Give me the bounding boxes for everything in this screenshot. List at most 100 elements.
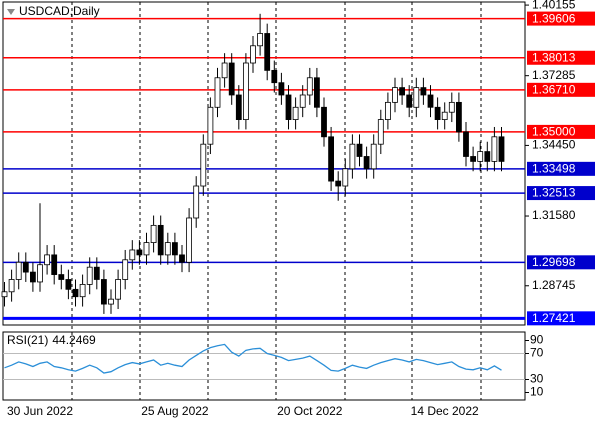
y-tick-label: 1.34450 bbox=[532, 138, 576, 152]
candle-body bbox=[335, 180, 342, 187]
candle-body bbox=[363, 156, 370, 170]
candle-body bbox=[207, 106, 214, 145]
y-tick-label: 1.31580 bbox=[532, 208, 576, 222]
candle-body bbox=[384, 101, 391, 120]
candle-body bbox=[455, 101, 462, 133]
candle-body bbox=[356, 143, 363, 157]
rsi-line bbox=[4, 343, 502, 374]
level-label-box bbox=[527, 50, 595, 65]
x-tick-label: 20 Oct 2022 bbox=[277, 404, 343, 418]
candle-body bbox=[299, 94, 306, 108]
candle-body bbox=[129, 249, 136, 261]
candle-body bbox=[214, 77, 221, 108]
candle-body bbox=[427, 94, 434, 108]
candle-body bbox=[86, 266, 93, 285]
candle-body bbox=[108, 298, 114, 305]
candle-body bbox=[463, 131, 469, 157]
candle-body bbox=[101, 279, 107, 305]
candle-body bbox=[221, 62, 228, 79]
candle-body bbox=[58, 274, 65, 280]
candle-body bbox=[306, 77, 313, 96]
candle-body bbox=[498, 136, 505, 162]
candle-body bbox=[370, 143, 377, 170]
candle-body bbox=[242, 62, 249, 120]
symbol-icon bbox=[7, 9, 15, 15]
candle-body bbox=[8, 279, 15, 293]
candle-body bbox=[115, 279, 121, 300]
level-label: 1.39606 bbox=[532, 11, 576, 25]
candle-body bbox=[292, 106, 299, 120]
candle-body bbox=[1, 291, 8, 298]
level-label: 1.32513 bbox=[532, 186, 576, 200]
candle-body bbox=[164, 242, 171, 256]
candle-body bbox=[271, 69, 278, 84]
candle-body bbox=[349, 143, 356, 170]
candle-body bbox=[441, 111, 448, 120]
candle-body bbox=[72, 288, 79, 298]
price-panel bbox=[2, 1, 526, 326]
candle-body bbox=[136, 249, 143, 256]
level-label-box bbox=[527, 11, 595, 26]
candle-body bbox=[79, 284, 86, 298]
candle-body bbox=[179, 254, 185, 263]
candle-body bbox=[22, 261, 29, 273]
candle-body bbox=[477, 151, 484, 162]
candle-body bbox=[171, 242, 178, 256]
candle-body bbox=[228, 62, 235, 96]
candle-body bbox=[392, 87, 398, 103]
level-label: 1.36710 bbox=[532, 82, 576, 96]
x-tick-label: 14 Dec 2022 bbox=[411, 404, 479, 418]
level-label: 1.27421 bbox=[532, 311, 576, 325]
level-label: 1.33498 bbox=[532, 162, 576, 176]
rsi-name: RSI(21) bbox=[7, 333, 48, 347]
level-label: 1.38013 bbox=[532, 50, 576, 64]
vertical-grid bbox=[71, 2, 482, 400]
rsi-tick-label: 90 bbox=[530, 333, 544, 347]
y-tick-label: 1.28745 bbox=[532, 278, 576, 292]
candle-body bbox=[321, 106, 327, 138]
candle-body bbox=[37, 264, 43, 283]
candle-body bbox=[122, 259, 129, 280]
rsi-tick-label: 10 bbox=[530, 385, 544, 399]
candle-body bbox=[44, 254, 50, 266]
level-label-box bbox=[527, 124, 595, 139]
rsi-tick-label: 30 bbox=[530, 372, 544, 386]
candle-body bbox=[448, 101, 455, 113]
candle-body bbox=[93, 266, 100, 280]
candle-body bbox=[186, 217, 193, 263]
candle-body bbox=[157, 224, 164, 256]
candle-body bbox=[313, 77, 320, 108]
chart-title: USDCAD,Daily bbox=[19, 4, 100, 18]
candle-body bbox=[264, 33, 271, 71]
x-tick-label: 30 Jun 2022 bbox=[7, 404, 73, 418]
candle-body bbox=[406, 94, 413, 108]
candle-body bbox=[257, 33, 264, 47]
x-tick-label: 25 Aug 2022 bbox=[141, 404, 209, 418]
candle-body bbox=[342, 168, 349, 187]
candle-body bbox=[29, 271, 36, 283]
y-tick-label: 1.40155 bbox=[532, 0, 576, 11]
candle-body bbox=[15, 261, 22, 280]
candle-body bbox=[278, 82, 285, 96]
rsi-label: RSI(21) 44.2469 bbox=[7, 333, 96, 347]
candle-body bbox=[65, 279, 72, 290]
candle-body bbox=[51, 254, 58, 275]
candle-body bbox=[420, 87, 427, 96]
level-label: 1.35000 bbox=[532, 125, 576, 139]
candle-body bbox=[143, 242, 150, 256]
candle-body bbox=[193, 185, 200, 219]
level-label-box bbox=[527, 255, 595, 270]
candle-body bbox=[484, 151, 491, 162]
level-label-box bbox=[527, 161, 595, 176]
candle-body bbox=[235, 94, 242, 120]
candle-body bbox=[250, 45, 256, 64]
candle-body bbox=[434, 106, 441, 120]
candle-body bbox=[200, 143, 207, 187]
y-tick-label: 1.37285 bbox=[532, 68, 576, 82]
candle-body bbox=[328, 136, 335, 182]
level-label-box bbox=[527, 186, 595, 201]
level-label-box bbox=[527, 82, 595, 97]
level-label-box bbox=[527, 311, 595, 326]
candle-body bbox=[399, 87, 406, 96]
